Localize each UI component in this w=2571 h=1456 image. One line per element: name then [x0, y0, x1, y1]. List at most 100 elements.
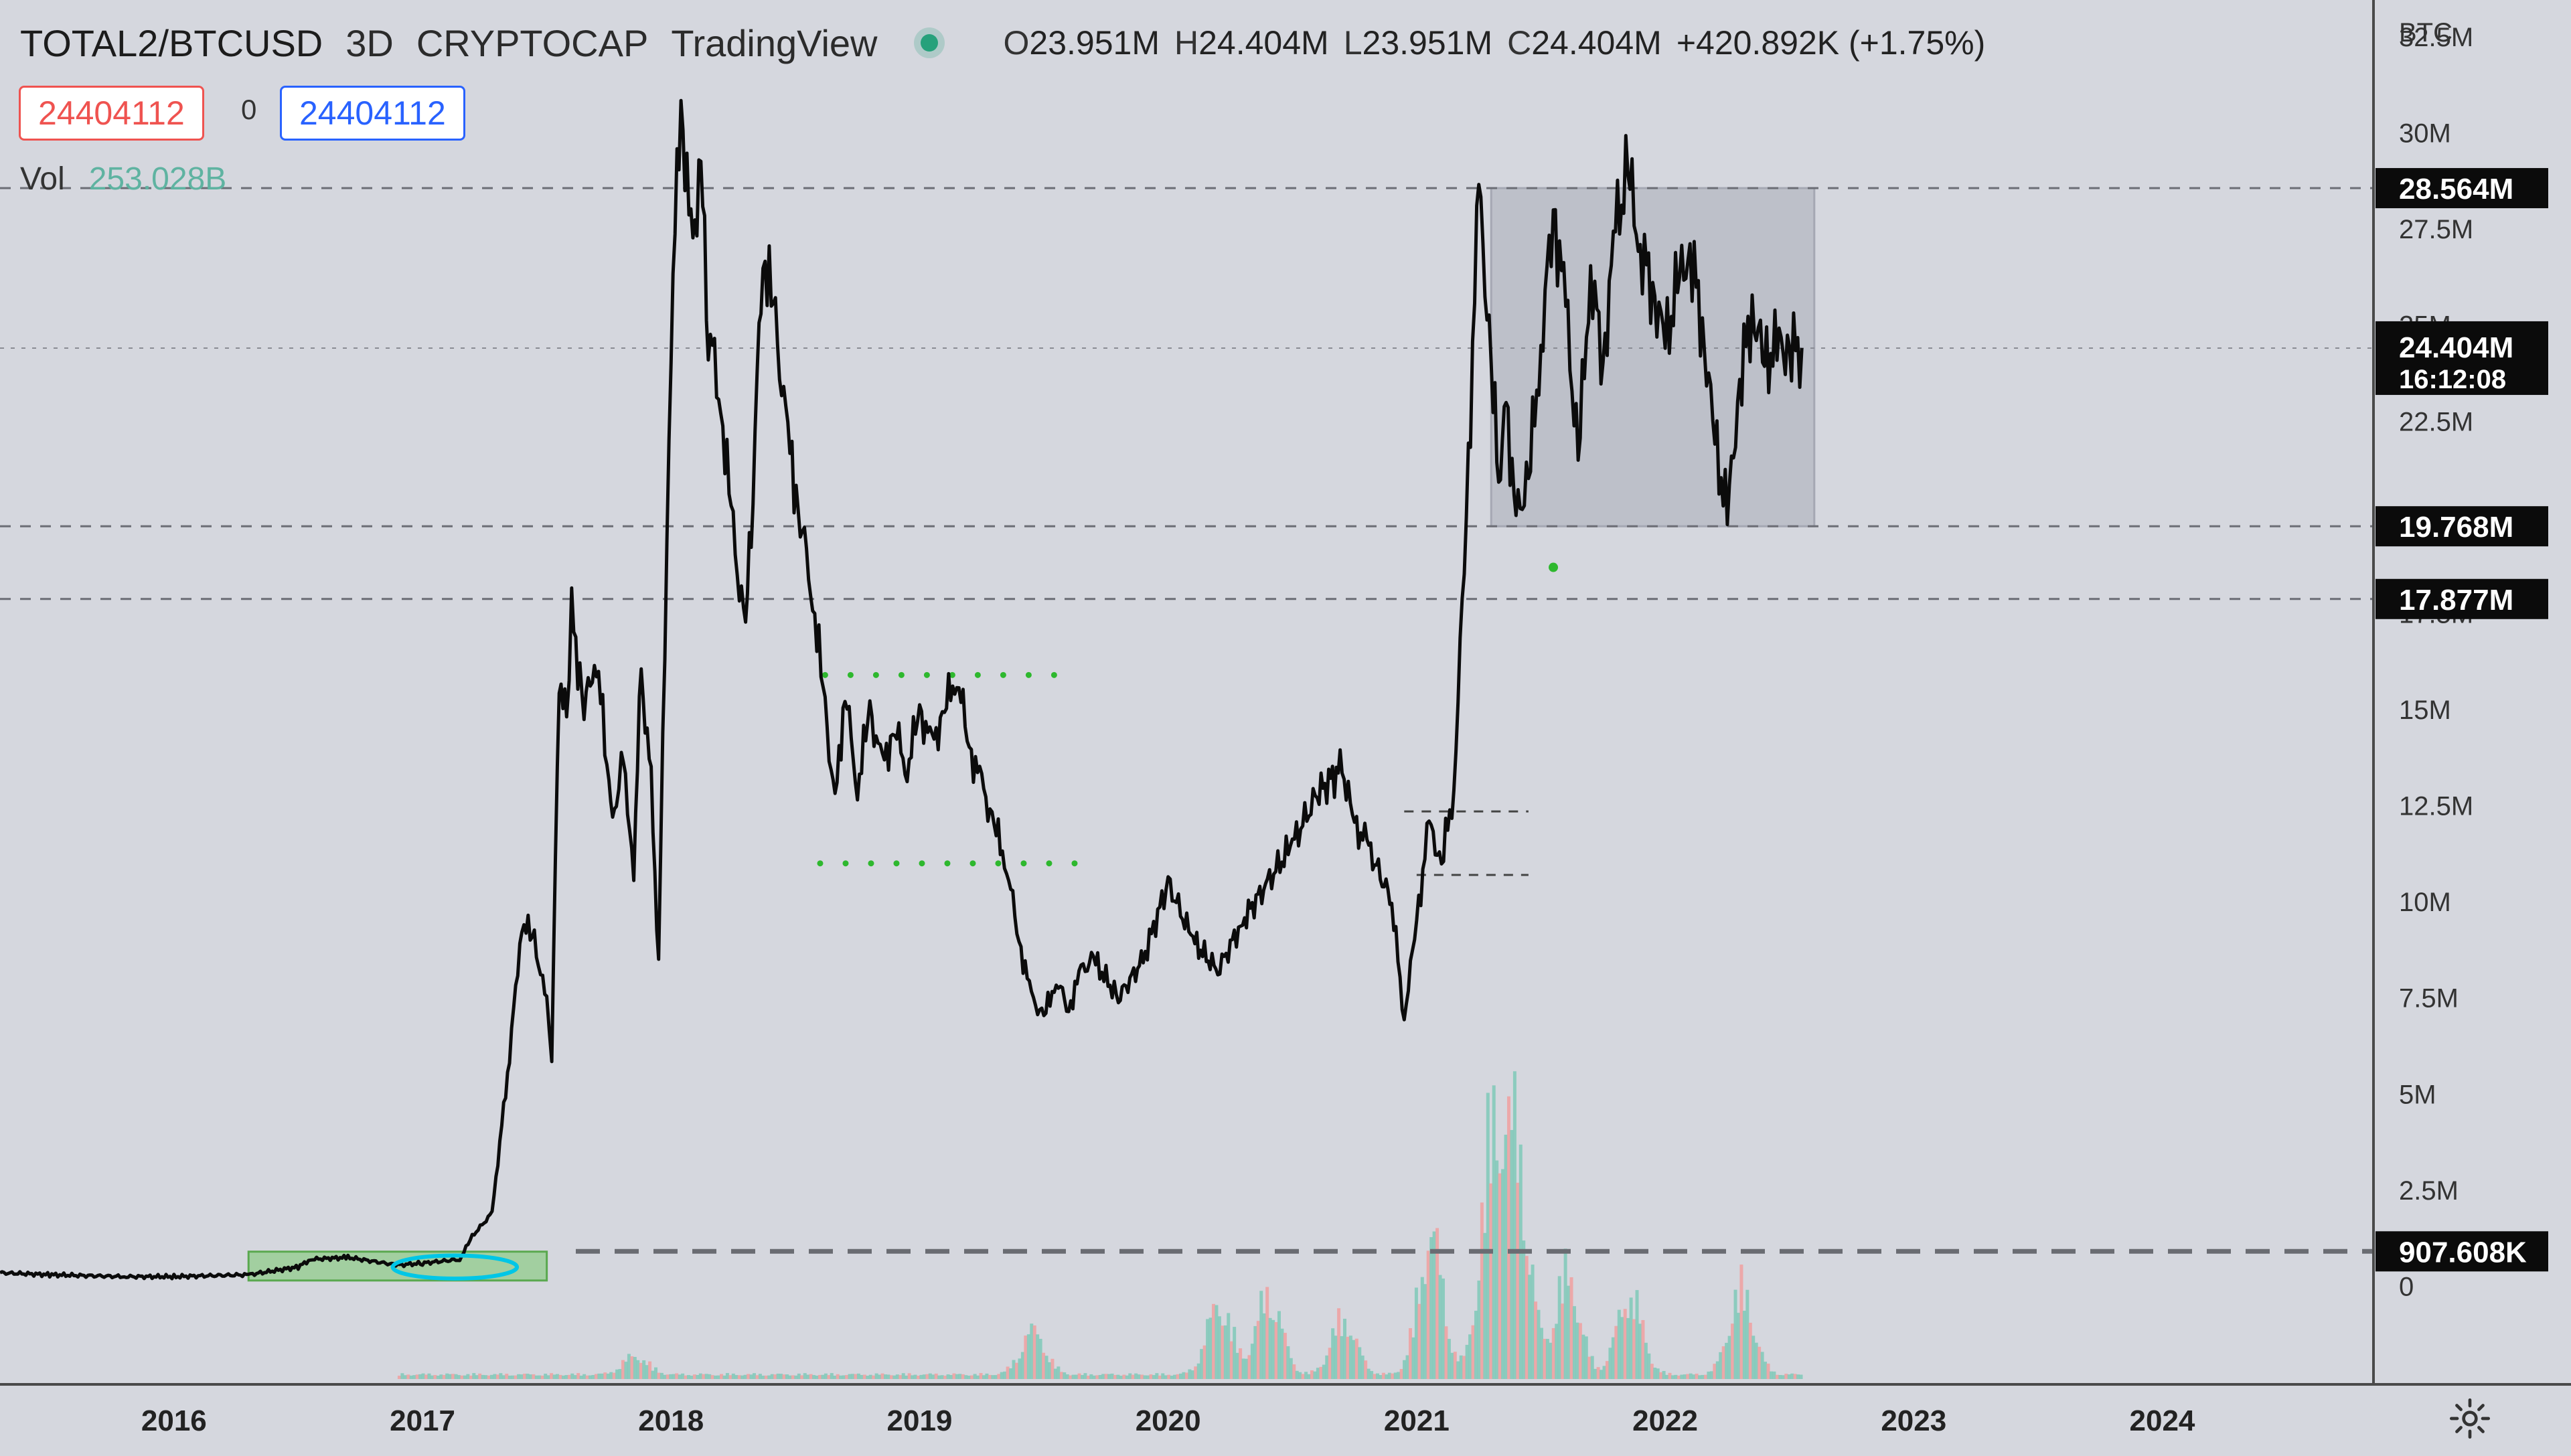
volume-bar [666, 1374, 670, 1379]
volume-bar [642, 1360, 646, 1379]
volume-bar [1518, 1144, 1523, 1379]
open-label: O [1003, 24, 1030, 62]
volume-bar [1670, 1375, 1674, 1379]
volume-bar [454, 1374, 458, 1379]
volume-bar [1018, 1358, 1022, 1379]
volume-bar [481, 1374, 485, 1379]
volume-bar [1206, 1319, 1210, 1379]
volume-bar [937, 1375, 941, 1379]
volume-bar [725, 1373, 729, 1379]
volume-bar [1071, 1374, 1075, 1379]
volume-bar [472, 1373, 476, 1379]
volume-bar [1131, 1374, 1135, 1379]
volume-bar [791, 1375, 795, 1379]
volume-bar [851, 1374, 855, 1379]
volume-bar [743, 1374, 747, 1379]
volume-bar [418, 1374, 422, 1379]
countdown-timer: 16:12:08 [2399, 365, 2506, 394]
volume-bar [1301, 1374, 1305, 1379]
x-tick-label: 2022 [1632, 1404, 1698, 1437]
volume-bar [1316, 1368, 1320, 1379]
volume-bar [1325, 1355, 1329, 1379]
volume-bar [856, 1373, 860, 1379]
high-label: H [1174, 24, 1199, 62]
buy-button[interactable]: 24404112 [280, 86, 465, 141]
volume-bar [564, 1375, 568, 1379]
volume-bar [1793, 1374, 1797, 1379]
volume-bar [970, 1375, 974, 1379]
volume-bar [1420, 1277, 1424, 1379]
volume-bar [1578, 1323, 1582, 1379]
volume-bar [1250, 1344, 1254, 1379]
volume-bar [1516, 1182, 1520, 1379]
volume-bar [1686, 1374, 1690, 1379]
volume-bar [833, 1376, 837, 1379]
y-tick-label: 27.5M [2399, 215, 2473, 244]
volume-bar [1053, 1368, 1057, 1379]
volume-bar [1650, 1364, 1654, 1379]
volume-bar [1322, 1364, 1326, 1379]
volume-bar [1525, 1256, 1529, 1379]
volume-bar [1190, 1370, 1194, 1379]
volume-bar [1274, 1321, 1278, 1379]
volume-bar [1563, 1248, 1567, 1379]
volume-bar [710, 1375, 714, 1379]
high-value: 24.404M [1198, 24, 1329, 62]
volume-bar [1739, 1265, 1743, 1379]
volume-bar [520, 1374, 524, 1379]
volume-bar [439, 1374, 443, 1379]
y-tick-label: 32.5M [2399, 23, 2473, 52]
volume-bar [1089, 1374, 1093, 1379]
volume-bar [788, 1375, 792, 1379]
volume-bar [400, 1373, 404, 1379]
volume-bar [1596, 1367, 1600, 1379]
volume-bar [451, 1374, 455, 1379]
volume-bar [1721, 1346, 1725, 1379]
volume-bar [1701, 1374, 1705, 1379]
volume-bar [1537, 1309, 1541, 1379]
volume-bar [1498, 1173, 1502, 1379]
volume-bar [415, 1374, 419, 1379]
volume-bar [1611, 1337, 1615, 1379]
volume-bar [1775, 1374, 1779, 1379]
volume-bar [511, 1375, 515, 1379]
volume-bar [478, 1373, 482, 1379]
volume-bar [1178, 1373, 1182, 1379]
volume-bar [886, 1374, 890, 1379]
volume-bar [1725, 1342, 1729, 1379]
volume-bar [917, 1376, 921, 1379]
volume-bar [949, 1374, 953, 1379]
volume-bar [1748, 1322, 1752, 1379]
volume-bar [1334, 1336, 1338, 1379]
price-series-line [0, 98, 1804, 1281]
volume-bar [1456, 1361, 1460, 1379]
volume-bar [1764, 1362, 1768, 1379]
gear-icon[interactable] [2446, 1395, 2493, 1442]
interval-label[interactable]: 3D [345, 21, 394, 64]
volume-bar [573, 1375, 577, 1379]
volume-bar [925, 1374, 929, 1379]
volume-bar [692, 1374, 696, 1379]
symbol-name[interactable]: TOTAL2/BTCUSD [20, 21, 323, 64]
volume-bar [862, 1374, 866, 1379]
volume-bar [1632, 1319, 1636, 1379]
volume-bar [1158, 1375, 1162, 1379]
volume-bar [1715, 1361, 1719, 1379]
volume-bar [1161, 1373, 1165, 1379]
volume-bar [854, 1374, 858, 1379]
close-label: C [1507, 24, 1532, 62]
open-value: 23.951M [1029, 24, 1160, 62]
y-tick-label: 15M [2399, 696, 2451, 725]
volume-bar [484, 1375, 488, 1379]
volume-bar [1036, 1334, 1040, 1379]
volume-bar [672, 1374, 676, 1379]
volume-bar [1656, 1368, 1660, 1379]
volume-bar [636, 1360, 640, 1379]
volume-bar [1342, 1318, 1346, 1379]
volume-bar [1742, 1310, 1746, 1379]
sell-button[interactable]: 24404112 [19, 86, 204, 141]
volume-bar [1778, 1375, 1782, 1379]
volume-bar [1492, 1085, 1496, 1379]
volume-bar [952, 1373, 956, 1379]
